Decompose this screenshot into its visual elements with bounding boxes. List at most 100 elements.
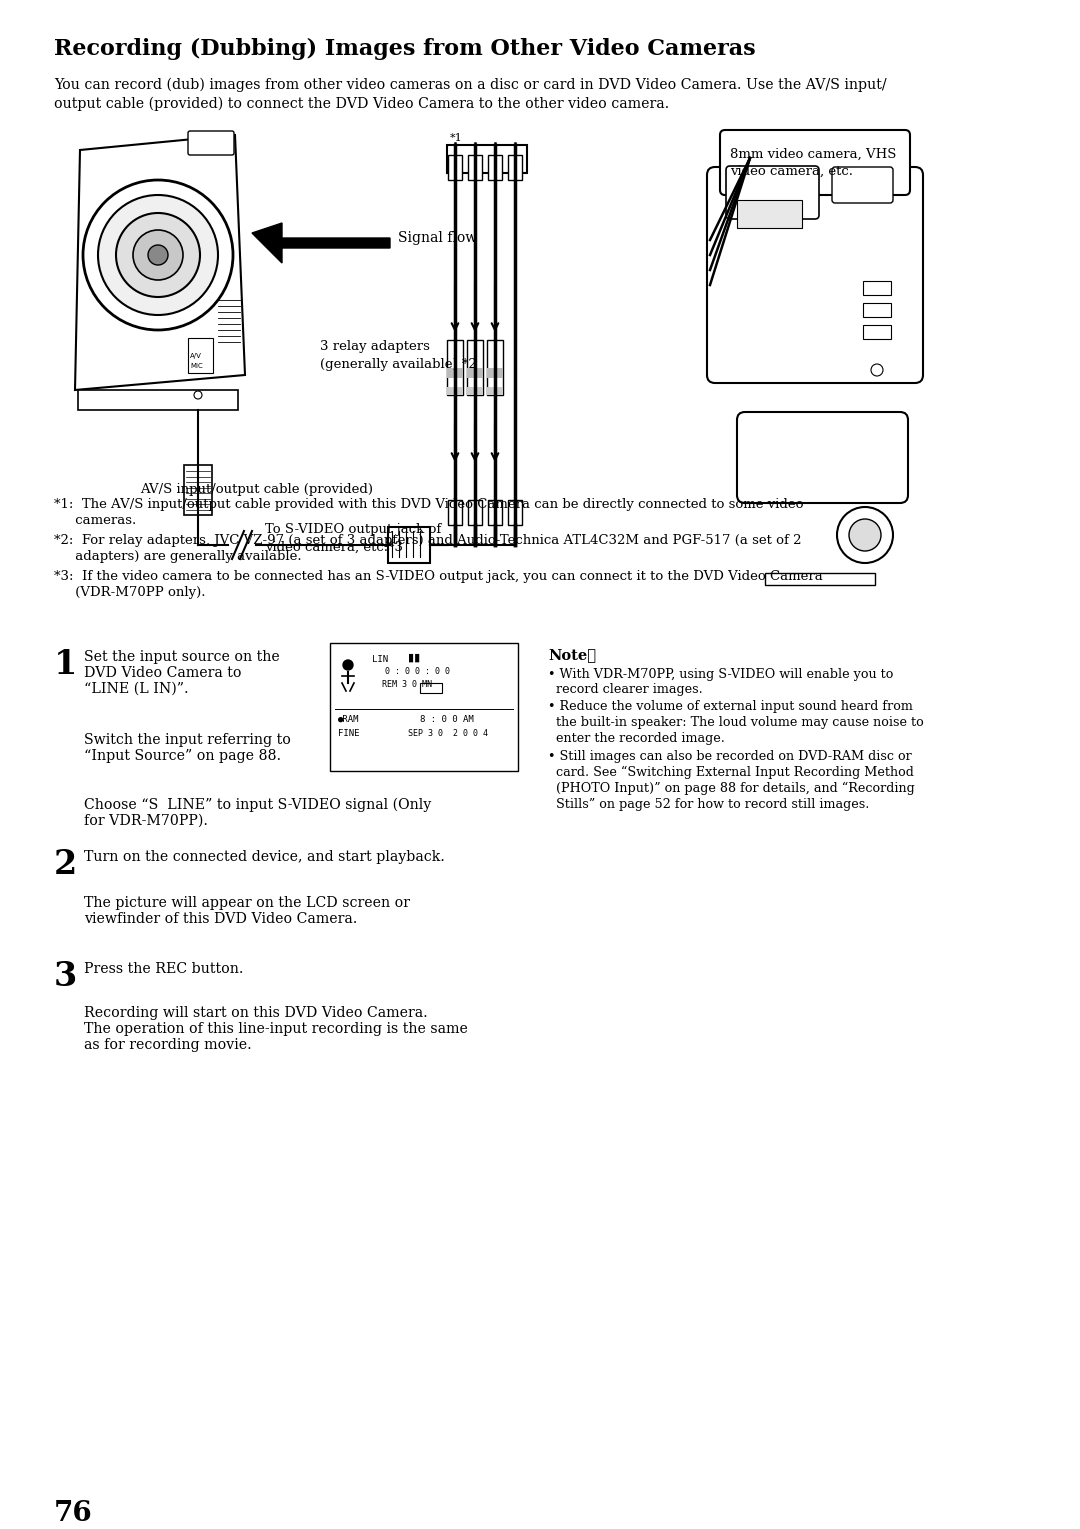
- FancyBboxPatch shape: [188, 131, 234, 154]
- Text: To S-VIDEO output jack of: To S-VIDEO output jack of: [265, 523, 442, 537]
- FancyBboxPatch shape: [720, 130, 910, 196]
- Text: adapters) are generally available.: adapters) are generally available.: [54, 550, 301, 563]
- Circle shape: [837, 508, 893, 563]
- Bar: [448, 500, 462, 524]
- Text: Set the input source on the: Set the input source on the: [84, 650, 280, 664]
- Text: cameras.: cameras.: [54, 514, 136, 528]
- Text: MIC: MIC: [190, 362, 203, 368]
- Text: for VDR-M70PP).: for VDR-M70PP).: [84, 813, 208, 829]
- Bar: [508, 500, 522, 524]
- Bar: [737, 200, 802, 228]
- Bar: [765, 573, 875, 586]
- Text: video camera, etc.*3: video camera, etc.*3: [265, 541, 403, 553]
- Bar: [447, 387, 463, 394]
- Bar: [447, 145, 527, 173]
- Text: 1: 1: [54, 648, 78, 680]
- Circle shape: [148, 245, 168, 265]
- Bar: [488, 154, 502, 180]
- Text: *3:  If the video camera to be connected has an S-VIDEO output jack, you can con: *3: If the video camera to be connected …: [54, 570, 823, 583]
- Text: 0 : 0 0 : 0 0: 0 : 0 0 : 0 0: [384, 667, 450, 676]
- Text: 2: 2: [54, 849, 78, 881]
- Bar: [447, 368, 463, 378]
- Text: ●RAM: ●RAM: [338, 716, 360, 725]
- Text: card. See “Switching External Input Recording Method: card. See “Switching External Input Reco…: [548, 766, 914, 780]
- Text: • With VDR-M70PP, using S-VIDEO will enable you to: • With VDR-M70PP, using S-VIDEO will ena…: [548, 668, 893, 680]
- Text: 3: 3: [54, 960, 78, 992]
- Text: Signal flow: Signal flow: [399, 231, 477, 245]
- Circle shape: [343, 661, 353, 670]
- Bar: [488, 500, 502, 524]
- Bar: [487, 387, 503, 394]
- Bar: [388, 528, 430, 563]
- Bar: [467, 387, 483, 394]
- FancyBboxPatch shape: [726, 167, 819, 219]
- Text: You can record (dub) images from other video cameras on a disc or card in DVD Vi: You can record (dub) images from other v…: [54, 78, 887, 92]
- Text: Recording will start on this DVD Video Camera.: Recording will start on this DVD Video C…: [84, 1006, 428, 1020]
- Text: • Reduce the volume of external input sound heard from: • Reduce the volume of external input so…: [548, 700, 913, 713]
- Text: Choose “S  LINE” to input S-VIDEO signal (Only: Choose “S LINE” to input S-VIDEO signal …: [84, 798, 431, 812]
- Text: ▮▮: ▮▮: [408, 653, 420, 664]
- Bar: [184, 465, 212, 515]
- Text: 8mm video camera, VHS: 8mm video camera, VHS: [730, 148, 896, 161]
- Bar: [863, 326, 891, 339]
- Circle shape: [98, 196, 218, 315]
- Text: The operation of this line-input recording is the same: The operation of this line-input recordi…: [84, 1021, 468, 1037]
- Text: 8 : 0 0 AM: 8 : 0 0 AM: [420, 716, 474, 725]
- Bar: [468, 154, 482, 180]
- Text: “Input Source” on page 88.: “Input Source” on page 88.: [84, 749, 281, 763]
- Text: LIN: LIN: [372, 654, 388, 664]
- Bar: [330, 644, 518, 771]
- Text: 3 relay adapters: 3 relay adapters: [320, 339, 430, 353]
- Text: Stills” on page 52 for how to record still images.: Stills” on page 52 for how to record sti…: [548, 798, 869, 810]
- Bar: [467, 339, 483, 394]
- Bar: [508, 154, 522, 180]
- Text: 76: 76: [54, 1500, 93, 1527]
- Text: Press the REC button.: Press the REC button.: [84, 962, 243, 976]
- Text: FINE: FINE: [338, 729, 360, 739]
- Text: *1: *1: [450, 133, 462, 144]
- Text: Switch the input referring to: Switch the input referring to: [84, 732, 291, 748]
- Text: *2:  For relay adapters, JVC VZ-97 (a set of 3 adapters) and Audio-Technica ATL4: *2: For relay adapters, JVC VZ-97 (a set…: [54, 534, 801, 547]
- Text: Turn on the connected device, and start playback.: Turn on the connected device, and start …: [84, 850, 445, 864]
- Text: The picture will appear on the LCD screen or: The picture will appear on the LCD scree…: [84, 896, 410, 910]
- Text: Recording (Dubbing) Images from Other Video Cameras: Recording (Dubbing) Images from Other Vi…: [54, 38, 756, 60]
- Circle shape: [870, 364, 883, 376]
- Bar: [487, 368, 503, 378]
- FancyBboxPatch shape: [737, 411, 908, 503]
- Text: record clearer images.: record clearer images.: [548, 683, 703, 696]
- Circle shape: [194, 391, 202, 399]
- Text: (PHOTO Input)” on page 88 for details, and “Recording: (PHOTO Input)” on page 88 for details, a…: [548, 781, 915, 795]
- Bar: [78, 390, 238, 410]
- Circle shape: [116, 213, 200, 297]
- Text: SEP 3 0  2 0 0 4: SEP 3 0 2 0 0 4: [408, 729, 488, 739]
- Bar: [447, 339, 463, 394]
- Polygon shape: [252, 223, 390, 263]
- Circle shape: [849, 518, 881, 550]
- Bar: [863, 303, 891, 317]
- Text: viewfinder of this DVD Video Camera.: viewfinder of this DVD Video Camera.: [84, 911, 357, 927]
- FancyBboxPatch shape: [832, 167, 893, 203]
- Text: A/V: A/V: [190, 353, 202, 359]
- Text: “LINE (L IN)”.: “LINE (L IN)”.: [84, 682, 189, 696]
- Bar: [188, 338, 213, 373]
- Bar: [487, 339, 503, 394]
- Text: REM 3 0 MN: REM 3 0 MN: [382, 680, 432, 690]
- Text: • Still images can also be recorded on DVD-RAM disc or: • Still images can also be recorded on D…: [548, 751, 912, 763]
- Text: DVD Video Camera to: DVD Video Camera to: [84, 667, 242, 680]
- Text: AV/S input/output cable (provided): AV/S input/output cable (provided): [140, 483, 373, 495]
- Bar: [448, 154, 462, 180]
- Text: output cable (provided) to connect the DVD Video Camera to the other video camer: output cable (provided) to connect the D…: [54, 96, 670, 112]
- Text: Note：: Note：: [548, 648, 596, 662]
- Bar: [467, 368, 483, 378]
- Text: (VDR-M70PP only).: (VDR-M70PP only).: [54, 586, 205, 599]
- FancyBboxPatch shape: [707, 167, 923, 382]
- Bar: [468, 500, 482, 524]
- Text: *1:  The AV/S input/output cable provided with this DVD Video Camera can be dire: *1: The AV/S input/output cable provided…: [54, 498, 804, 511]
- Circle shape: [133, 229, 183, 280]
- Bar: [420, 683, 442, 693]
- Text: (generally available) *2: (generally available) *2: [320, 358, 476, 372]
- Text: video camera, etc.: video camera, etc.: [730, 165, 853, 177]
- Polygon shape: [75, 135, 245, 390]
- Text: as for recording movie.: as for recording movie.: [84, 1038, 252, 1052]
- Text: the built-in speaker: The loud volume may cause noise to: the built-in speaker: The loud volume ma…: [548, 716, 923, 729]
